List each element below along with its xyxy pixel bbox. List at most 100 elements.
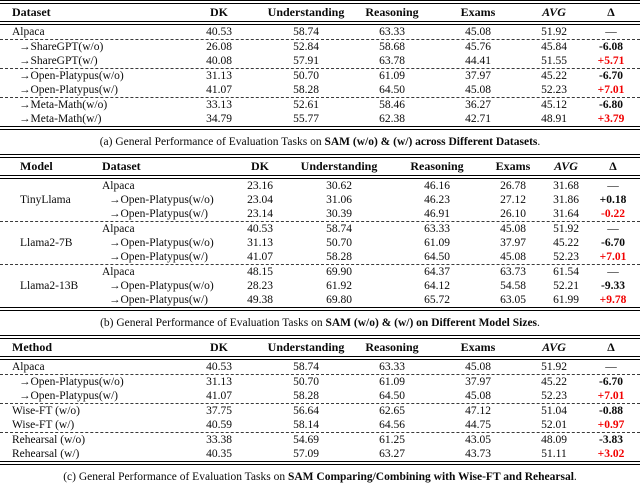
cell-value: 45.84 — [541, 41, 567, 53]
delta-value: -6.80 — [599, 99, 623, 111]
caption-b: (b) General Performance of Evaluation Ta… — [0, 311, 640, 335]
cell-value: 57.09 — [293, 448, 319, 460]
cell-value: 51.92 — [553, 223, 579, 235]
cell-value: 61.54 — [553, 266, 579, 278]
column-header-avg: AVG — [542, 5, 566, 19]
column-header-dk: DK — [210, 340, 228, 354]
cell-value: 61.09 — [379, 376, 405, 388]
table-row: →Open-Platypus(w/) 41.07 58.28 64.50 45.08 52… — [0, 83, 640, 97]
cell-value: 64.56 — [379, 419, 405, 431]
row-label: Rehearsal (w/) — [12, 448, 80, 460]
table-row: →Open-Platypus(w/o) 31.13 50.70 61.09 37.97 4… — [0, 69, 640, 83]
cell-value: 47.12 — [465, 405, 491, 417]
cell-value: 33.13 — [206, 99, 232, 111]
cell-value: 42.71 — [465, 113, 491, 125]
delta-value: -6.70 — [599, 70, 623, 82]
column-header-reasoning: Reasoning — [365, 340, 419, 354]
table-b-model-sizes: Model Dataset DK Understanding Reasoning Exam… — [0, 154, 640, 311]
cell-value: 63.33 — [379, 361, 405, 373]
column-header-exams: Exams — [460, 5, 496, 19]
cell-value: 43.05 — [465, 434, 491, 446]
table-row: →Open-Platypus(w/) 41.07 58.28 64.50 45.08 52… — [0, 389, 640, 403]
delta-value: -3.83 — [599, 434, 623, 446]
bottom-rule — [0, 126, 640, 130]
table-row: Alpaca 23.16 30.62 46.16 26.78 31.68 — — [86, 179, 640, 193]
cell-value: 55.77 — [293, 113, 319, 125]
cell-value: 23.14 — [247, 208, 273, 220]
delta-value: +5.71 — [597, 55, 625, 67]
caption-c-prefix: (c) General Performance of Evaluation Ta… — [63, 471, 288, 483]
cell-value: 48.09 — [541, 434, 567, 446]
caption-b-prefix: (b) General Performance of Evaluation Ta… — [100, 317, 326, 329]
row-label: →Open-Platypus(w/o) — [19, 70, 124, 82]
delta-value: — — [607, 266, 619, 278]
cell-value: 58.28 — [293, 390, 319, 402]
cell-value: 26.08 — [206, 41, 232, 53]
caption-c: (c) General Performance of Evaluation Ta… — [0, 465, 640, 489]
cell-value: 37.97 — [500, 237, 526, 249]
table-row: →Open-Platypus(w/) 49.38 69.80 65.72 63.05 61… — [86, 293, 640, 307]
delta-value: +3.02 — [597, 448, 625, 460]
cell-value: 41.07 — [247, 251, 273, 263]
cell-value: 58.14 — [293, 419, 319, 431]
cell-value: 31.13 — [206, 70, 232, 82]
row-label: Rehearsal (w/o) — [12, 434, 86, 446]
table-row: Alpaca 40.53 58.74 63.33 45.08 51.92 — — [0, 25, 640, 39]
cell-value: 51.04 — [541, 405, 567, 417]
group-divider — [0, 374, 640, 375]
header-row: Model Dataset DK Understanding Reasoning Exam… — [0, 158, 640, 175]
table-row: Alpaca 40.53 58.74 63.33 45.08 51.92 — — [0, 360, 640, 374]
cell-value: 50.70 — [293, 376, 319, 388]
delta-value: -6.70 — [599, 376, 623, 388]
column-header-delta: Δ — [607, 5, 615, 19]
top-rule — [0, 335, 640, 339]
table-a-container: Dataset DK Understanding Reasoning Exams AVG Δ… — [0, 0, 640, 130]
model-group: Llama2-7B Alpaca 40.53 58.74 63.33 45.08 51.92… — [0, 222, 640, 264]
table-a-datasets: Dataset DK Understanding Reasoning Exams AVG Δ… — [0, 0, 640, 130]
cell-value: 63.33 — [424, 223, 450, 235]
cell-value: 69.90 — [326, 266, 352, 278]
cell-value: 58.28 — [293, 84, 319, 96]
cell-value: 69.80 — [326, 294, 352, 306]
cell-value: 63.73 — [500, 266, 526, 278]
header-rule — [0, 175, 640, 179]
row-label: Wise-FT (w/o) — [12, 405, 80, 417]
column-header-delta: Δ — [609, 159, 617, 173]
table-row: →Open-Platypus(w/) 23.14 30.39 46.91 26.10 31… — [86, 207, 640, 221]
cell-value: 58.68 — [379, 41, 405, 53]
row-label: →Open-Platypus(w/) — [19, 390, 119, 402]
table-row: →Meta-Math(w/) 34.79 55.77 62.38 42.71 48.91 +… — [0, 112, 640, 126]
cell-value: 58.74 — [293, 361, 319, 373]
cell-value: 26.10 — [500, 208, 526, 220]
column-header-label: Dataset — [12, 5, 51, 19]
delta-value: +7.01 — [597, 84, 625, 96]
cell-value: 64.50 — [379, 390, 405, 402]
cell-value: 45.22 — [541, 70, 567, 82]
caption-a: (a) General Performance of Evaluation Ta… — [0, 130, 640, 154]
cell-value: 61.25 — [379, 434, 405, 446]
caption-b-suffix: . — [537, 317, 540, 329]
table-row: →ShareGPT(w/) 40.08 57.91 63.78 44.41 51.55 +5… — [0, 54, 640, 68]
column-header-understanding: Understanding — [267, 5, 345, 19]
cell-value: 63.05 — [500, 294, 526, 306]
column-header-reasoning: Reasoning — [410, 159, 464, 173]
column-header-exams: Exams — [495, 159, 531, 173]
model-group: Llama2-13B Alpaca 48.15 69.90 64.37 63.73 61.5… — [0, 265, 640, 307]
delta-value: +0.97 — [597, 419, 625, 431]
header-row: Method DK Understanding Reasoning Exams AVG Δ — [0, 339, 640, 356]
cell-value: 58.74 — [326, 223, 352, 235]
delta-value: — — [607, 180, 619, 192]
cell-value: 46.16 — [424, 180, 450, 192]
model-label: TinyLlama — [20, 194, 71, 206]
cell-value: 43.73 — [465, 448, 491, 460]
model-group-rows: Alpaca 23.16 30.62 46.16 26.78 31.68— →Open-Pl… — [86, 179, 640, 221]
column-header-delta: Δ — [607, 340, 615, 354]
cell-value: 49.38 — [247, 294, 273, 306]
caption-c-bold: SAM Comparing/Combining with Wise-FT and… — [287, 471, 574, 483]
cell-value: 45.22 — [541, 376, 567, 388]
cell-value: 58.74 — [293, 26, 319, 38]
table-row: Rehearsal (w/) 40.35 57.09 63.27 43.73 51.11 +… — [0, 447, 640, 461]
cell-value: 62.65 — [379, 405, 405, 417]
table-row: →Open-Platypus(w/o) 31.13 50.70 61.09 37.97 4… — [86, 236, 640, 250]
cell-value: 36.27 — [465, 99, 491, 111]
